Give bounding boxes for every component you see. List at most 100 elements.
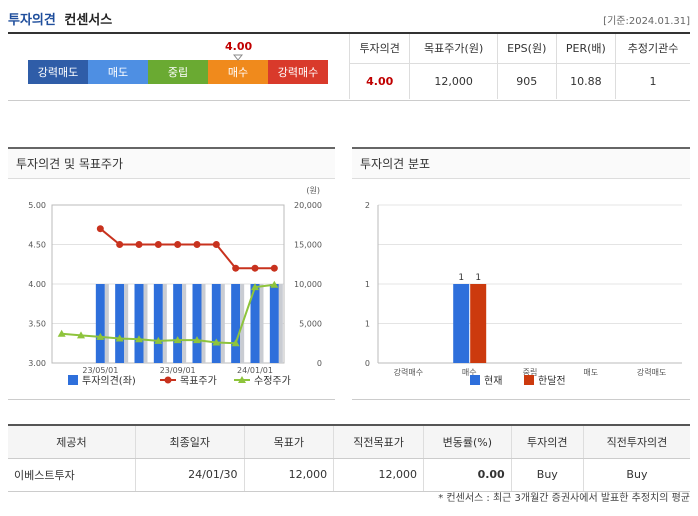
broker-table-header: 직전투자의견 [582,425,690,459]
legend-marker-adjusted [238,376,246,383]
panel-title-distribution: 투자의견 분포 [352,149,690,179]
target-price-point [193,241,201,248]
y-right-unit: (원) [306,186,320,195]
broker-table-header: 최종일자 [134,425,245,459]
target-price-line [99,227,275,270]
adjusted-price-point [154,336,163,344]
opinion-segment: 중립 [148,60,208,84]
y-left-tick-label: 4.00 [28,280,46,289]
target-price-point [174,241,182,248]
table-row: 이베스트투자 24/01/30 12,000 12,000 0.00 Buy Buy [8,458,690,492]
y-right-tick-label: 5,000 [299,320,322,329]
opinion-bar [250,284,260,363]
opinion-segment: 강력매수 [268,60,328,84]
x-tick-label: 강력매수 [394,367,423,377]
opinion-bar-shadow [182,284,187,363]
current-opinion-marker [233,54,243,61]
summary-header: 투자의견 [348,34,410,64]
legend-swatch-month-ago [524,375,534,385]
y-left-tick-label: 5.00 [28,201,46,210]
broker-estimate-table: 제공처 최종일자 목표가 직전목표가 변동률(%) 투자의견 직전투자의견 이베스트투자 24… [8,424,690,492]
opinion-bar-shadow [124,284,129,363]
footnote: * 컨센서스 : 최근 3개월간 증권사에서 발표한 추정치의 평균 [438,493,690,504]
opinion-target-price-panel: 투자의견 및 목표주가 3.00 3.50 4.00 4.50 5.00 0 5,000 10… [8,147,335,400]
opinion-bar-shadow [220,284,225,363]
legend-label-opinion: 투자의견(좌) [82,375,136,387]
target-price-point [135,241,143,248]
table-cell: 12,000 [333,458,424,492]
target-price-point [154,241,162,248]
opinion-bar-shadow [278,284,283,363]
plot-frame [51,204,285,364]
legend-swatch-current [470,375,480,385]
bar-data-label: 1 [475,273,481,283]
adjusted-price-point [173,336,182,344]
y-right-tick-label: 10,000 [294,280,322,289]
adjusted-price-point [135,335,143,343]
legend-swatch-opinion [68,375,78,385]
target-price-point [270,264,278,272]
adjusted-price-point [251,283,259,291]
target-price-point [212,241,220,248]
bar-data-label: 1 [458,273,464,283]
target-price-point [232,264,240,272]
x-tick-label: 강력매도 [637,367,666,377]
opinion-bar [134,284,144,363]
opinion-target-price-chart: 3.00 3.50 4.00 4.50 5.00 0 5,000 10,000 15,000 20… [28,186,322,387]
x-tick-label: 중립 [523,368,538,377]
y-tick-label: 2 [365,201,370,210]
consensus-summary-table: 투자의견 목표주가(원) EPS(원) PER(배) 추정기관수 4.00 12,000 9… [348,34,690,99]
y-left-tick-label: 3.00 [28,359,46,368]
opinion-bar-shadow [201,284,206,363]
header-divider [8,32,690,34]
broker-table-header: 변동률(%) [422,425,512,459]
current-count-bar [453,284,470,363]
opinion-bar-shadow [104,284,109,363]
title-opinion: 투자의견 [8,13,56,28]
summary-header: 목표주가(원) [409,34,498,64]
y-right-tick-label: 0 [317,359,322,368]
summary-divider [8,100,690,101]
base-date: [기준:2024.01.31] [603,16,690,27]
x-tick-label: 매도 [583,368,598,377]
target-price-point [251,264,259,272]
legend-label-month-ago: 한달전 [538,375,566,387]
opinion-bar [153,284,163,363]
target-price-point [116,241,124,248]
legend-label-target: 목표주가 [180,375,217,387]
opinion-bar [173,284,183,363]
table-cell: Buy [510,458,584,492]
opinion-bar [95,284,105,363]
x-tick-label: 24/01/01 [237,366,273,375]
x-tick-label: 23/05/01 [82,366,118,375]
adjusted-price-point [57,329,66,337]
broker-table-header: 직전목표가 [333,425,424,459]
opinion-bar-shadow [162,284,167,363]
table-cell: 24/01/30 [134,458,245,492]
opinion-segment: 강력매도 [28,60,88,84]
x-tick-label: 매수 [462,368,477,377]
summary-header: EPS(원) [496,34,557,64]
summary-value: 10.88 [555,63,616,99]
legend-marker-target [164,376,172,384]
table-cell: 0.00 [422,458,512,492]
target-price-point [96,225,104,233]
summary-header: 추정기관수 [615,34,690,64]
y-left-tick-label: 3.50 [28,320,46,329]
adjusted-price-point [270,280,279,288]
adjusted-price-point [193,336,201,344]
opinion-bar-shadow [143,284,148,363]
opinion-segment: 매수 [208,60,268,84]
current-opinion-score: 4.00 [225,40,253,53]
opinion-segment: 매도 [88,60,148,84]
y-tick-label: 1 [365,280,370,289]
table-cell: Buy [582,458,690,492]
month-ago-count-bar [470,284,487,363]
summary-value: 905 [496,63,557,99]
opinion-bar [211,284,221,363]
opinion-bar [269,284,279,363]
y-tick-label: 1 [365,320,370,329]
legend-label-adjusted: 수정주가 [254,375,291,387]
summary-value: 12,000 [409,63,498,99]
